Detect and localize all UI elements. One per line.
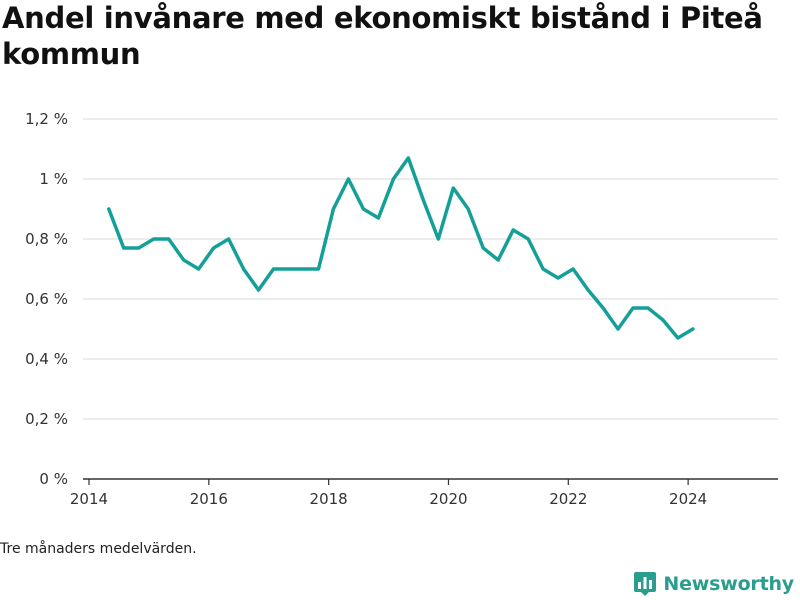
data-point: [152, 237, 156, 241]
data-point: [481, 246, 485, 250]
y-tick-label: 0,8 %: [25, 230, 68, 248]
data-point: [272, 267, 275, 271]
y-tick-label: 0,2 %: [25, 410, 68, 428]
data-point: [197, 267, 201, 271]
data-point: [346, 177, 350, 181]
footnote: Tre månaders medelvärden.: [0, 541, 197, 557]
data-point: [541, 267, 545, 271]
data-point: [676, 336, 680, 340]
data-point: [526, 237, 530, 241]
y-tick-label: 0,6 %: [25, 290, 68, 308]
data-point: [257, 288, 260, 292]
y-axis-ticks: 0 % 0,2 % 0,4 % 0,6 % 0,8 % 1 % 1,2 %: [25, 110, 68, 488]
x-tick-label: 2024: [669, 490, 707, 508]
data-point: [137, 246, 141, 250]
data-point: [436, 237, 440, 241]
series-line: [107, 156, 695, 340]
data-point: [511, 228, 515, 232]
data-point: [182, 258, 186, 262]
series-lines: [107, 156, 695, 340]
x-tick-label: 2014: [70, 490, 108, 508]
data-point: [421, 198, 425, 202]
data-point: [361, 207, 365, 211]
data-point: [302, 267, 305, 271]
data-point: [571, 267, 575, 271]
data-point: [391, 177, 395, 181]
data-point: [616, 327, 620, 331]
brand-name: Newsworthy: [663, 573, 794, 595]
data-point: [586, 288, 590, 292]
data-point: [661, 318, 665, 322]
data-point: [331, 207, 335, 211]
chart-title: Andel invånare med ekonomiskt bistånd i …: [2, 1, 763, 71]
gridlines: [83, 118, 778, 420]
y-tick-label: 0 %: [39, 470, 68, 488]
data-point: [317, 267, 320, 271]
data-point: [227, 237, 231, 241]
x-axis: 2014 2016 2018 2020 2022 2024: [70, 478, 778, 508]
x-tick-label: 2016: [190, 490, 228, 508]
x-tick-label: 2020: [429, 490, 467, 508]
data-point: [466, 207, 470, 211]
x-tick-label: 2022: [549, 490, 587, 508]
data-point: [631, 306, 635, 310]
brand-logo: Newsworthy: [633, 568, 794, 600]
bar-chart-logo-icon: [634, 572, 657, 596]
data-point: [691, 327, 695, 331]
x-tick-label: 2018: [310, 490, 348, 508]
data-point: [406, 156, 410, 160]
data-point: [167, 237, 171, 241]
y-tick-label: 1 %: [39, 170, 68, 188]
data-point: [601, 306, 605, 310]
data-point: [451, 186, 455, 190]
data-point: [107, 207, 111, 211]
data-point: [556, 276, 560, 280]
data-point: [646, 306, 650, 310]
data-point: [212, 246, 216, 250]
y-tick-label: 0,4 %: [25, 350, 68, 368]
data-point: [496, 258, 500, 262]
data-point: [122, 246, 126, 250]
data-point: [376, 216, 380, 220]
y-tick-label: 1,2 %: [25, 110, 68, 128]
data-point: [242, 267, 246, 271]
data-point: [287, 267, 290, 271]
